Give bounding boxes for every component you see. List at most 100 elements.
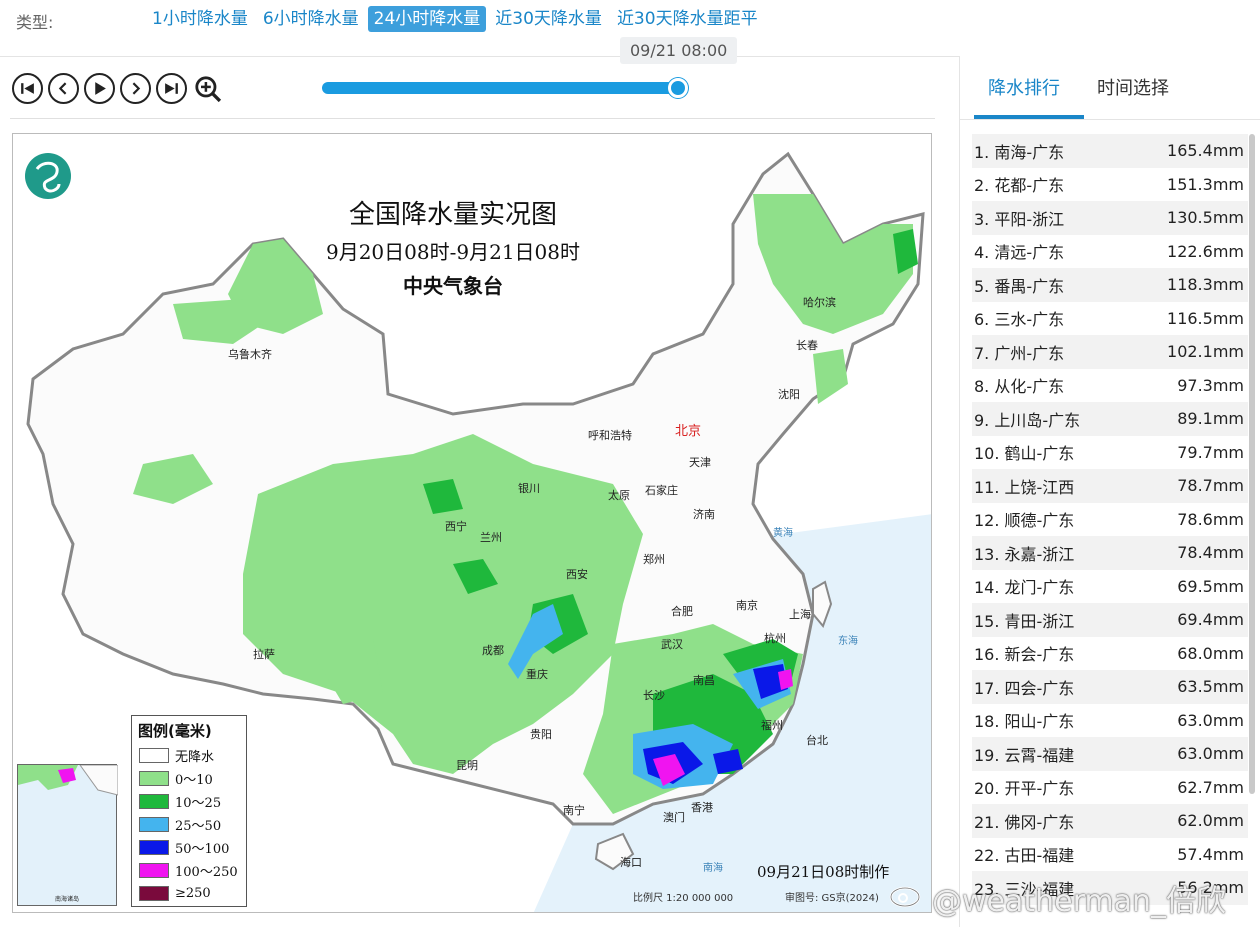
scale-note: 比例尺 1:20 000 000 (633, 893, 734, 904)
legend-item: 无降水 (139, 746, 214, 765)
city-label: 哈尔滨 (803, 296, 836, 309)
ranking-row: 21. 佛冈-广东 62.0mm (972, 804, 1248, 838)
next-icon (132, 82, 141, 95)
type-bar: 类型: 1小时降水量 6小时降水量 24小时降水量 近30天降水量 近30天降水… (0, 0, 1260, 57)
city-label: 南昌 (693, 674, 715, 687)
play-icon (95, 82, 106, 95)
city-label: 成都 (482, 644, 504, 657)
map-organization: 中央气象台 (403, 274, 503, 298)
city-label: 银川 (518, 482, 540, 495)
inset-graphic (18, 764, 119, 796)
type-tabs: 1小时降水量 6小时降水量 24小时降水量 近30天降水量 近30天降水量距平 (146, 6, 767, 32)
city-label: 乌鲁木齐 (228, 348, 272, 361)
city-label: 上海 (789, 608, 811, 621)
zoom-in-icon (194, 75, 221, 102)
divider (10, 118, 935, 119)
ranking-row: 6. 三水-广东 116.5mm (974, 308, 1244, 330)
city-label: 贵阳 (530, 728, 552, 741)
ranking-row: 4. 清远-广东 122.6mm (974, 241, 1244, 263)
sea-label: 东海 (838, 636, 858, 647)
first-frame-button[interactable] (12, 73, 43, 104)
sea-label: 南海 (703, 863, 723, 874)
legend-item: 0～10 (139, 769, 213, 788)
city-label: 南宁 (563, 804, 585, 817)
ranking-row: 23. 三沙-福建 56.2mm (972, 871, 1248, 905)
map-graphic (25, 151, 931, 912)
ranking-list[interactable]: 1. 南海-广东 165.4mm 2. 花都-广东 151.3mm 3. 平阳-浙江… (972, 134, 1248, 916)
right-panel: 降水排行 时间选择 1. 南海-广东 165.4mm 2. 花都-广东 151.3m… (959, 56, 1260, 927)
ranking-row: 8. 从化-广东 97.3mm (974, 375, 1244, 397)
play-button[interactable] (84, 73, 115, 104)
city-label: 沈阳 (778, 388, 800, 401)
map-legend: 图例(毫米) 无降水 0～10 10～25 25～50 50～100 100～2… (131, 715, 247, 907)
ranking-scrollbar[interactable] (1249, 134, 1255, 794)
type-label: 类型: (16, 13, 54, 32)
city-label: 海口 (620, 856, 642, 869)
next-button[interactable] (120, 73, 151, 104)
previous-icon (58, 82, 67, 95)
tab-time-select[interactable]: 时间选择 (1097, 78, 1169, 99)
previous-button[interactable] (48, 73, 79, 104)
city-label: 太原 (608, 489, 630, 502)
ranking-row: 3. 平阳-浙江 130.5mm (972, 201, 1248, 235)
type-tab-30d[interactable]: 近30天降水量 (495, 9, 602, 29)
capital-label: 北京 (675, 424, 702, 439)
legend-title: 图例(毫米) (138, 722, 212, 740)
cma-logo-icon (25, 153, 71, 199)
last-frame-icon (165, 83, 178, 94)
ranking-row: 10. 鹤山-广东 79.7mm (974, 442, 1244, 464)
ranking-row: 16. 新会-广东 68.0mm (974, 643, 1244, 665)
watermark-text: @weatherman_倍欣 (932, 884, 1227, 919)
type-tab-6h[interactable]: 6小时降水量 (262, 9, 359, 29)
ranking-row: 22. 古田-福建 57.4mm (974, 844, 1244, 866)
map-subtitle: 9月20日08时-9月21日08时 (325, 240, 580, 264)
panel-tabs: 降水排行 时间选择 (960, 56, 1260, 120)
precipitation-map[interactable]: 全国降水量实况图 9月20日08时-9月21日08时 中央气象台 乌鲁木齐 哈尔… (12, 133, 932, 913)
ranking-row: 14. 龙门-广东 69.5mm (974, 576, 1244, 598)
city-label: 呼和浩特 (588, 429, 632, 442)
city-label: 昆明 (456, 759, 478, 772)
ranking-row: 2. 花都-广东 151.3mm (974, 174, 1244, 196)
city-label: 拉萨 (253, 648, 275, 661)
type-tab-1h[interactable]: 1小时降水量 (152, 9, 248, 29)
city-label: 长春 (796, 339, 818, 352)
sea-label: 黄海 (773, 528, 793, 539)
city-label: 兰州 (480, 531, 502, 544)
tab-rainfall-ranking[interactable]: 降水排行 (988, 78, 1060, 99)
legend-item: 25～50 (139, 815, 221, 834)
legend-item: ≥250 (139, 884, 211, 902)
time-slider-handle[interactable] (668, 78, 688, 98)
last-frame-button[interactable] (156, 73, 187, 104)
city-label: 西安 (566, 568, 588, 581)
city-label: 西宁 (445, 520, 467, 533)
city-label: 天津 (689, 456, 711, 469)
first-frame-icon (21, 83, 34, 94)
ranking-row: 20. 开平-广东 62.7mm (974, 777, 1244, 799)
south-china-sea-inset: 南海诸岛 (17, 764, 119, 906)
current-time-tooltip: 09/21 08:00 (620, 37, 738, 64)
ranking-row: 15. 青田-浙江 69.4mm (972, 603, 1248, 637)
review-note: 审图号: GS京(2024) (785, 893, 879, 904)
weibo-icon (889, 886, 921, 908)
ranking-row: 7. 广州-广东 102.1mm (972, 335, 1248, 369)
type-tab-30d-anomaly[interactable]: 近30天降水量距平 (616, 9, 758, 29)
city-label: 合肥 (671, 605, 693, 618)
active-tab-indicator (974, 115, 1084, 119)
ranking-row: 11. 上饶-江西 78.7mm (972, 469, 1248, 503)
ranking-row: 19. 云霄-福建 63.0mm (972, 737, 1248, 771)
city-label: 郑州 (643, 553, 665, 566)
legend-item: 100～250 (139, 861, 238, 880)
type-tab-24h[interactable]: 24小时降水量 (367, 6, 487, 32)
time-slider-track[interactable] (322, 82, 680, 94)
zoom-button[interactable] (192, 73, 223, 104)
legend-item: 50～100 (139, 838, 229, 857)
ranking-row: 18. 阳山-广东 63.0mm (974, 710, 1244, 732)
city-label: 香港 (691, 801, 713, 814)
ranking-row: 17. 四会-广东 63.5mm (972, 670, 1248, 704)
ranking-row: 1. 南海-广东 165.4mm (972, 134, 1248, 168)
city-label: 杭州 (764, 632, 786, 645)
ranking-row: 12. 顺德-广东 78.6mm (974, 509, 1244, 531)
legend-item: 10～25 (139, 792, 221, 811)
made-time: 09月21日08时制作 (757, 863, 890, 881)
player-controls (12, 73, 223, 104)
